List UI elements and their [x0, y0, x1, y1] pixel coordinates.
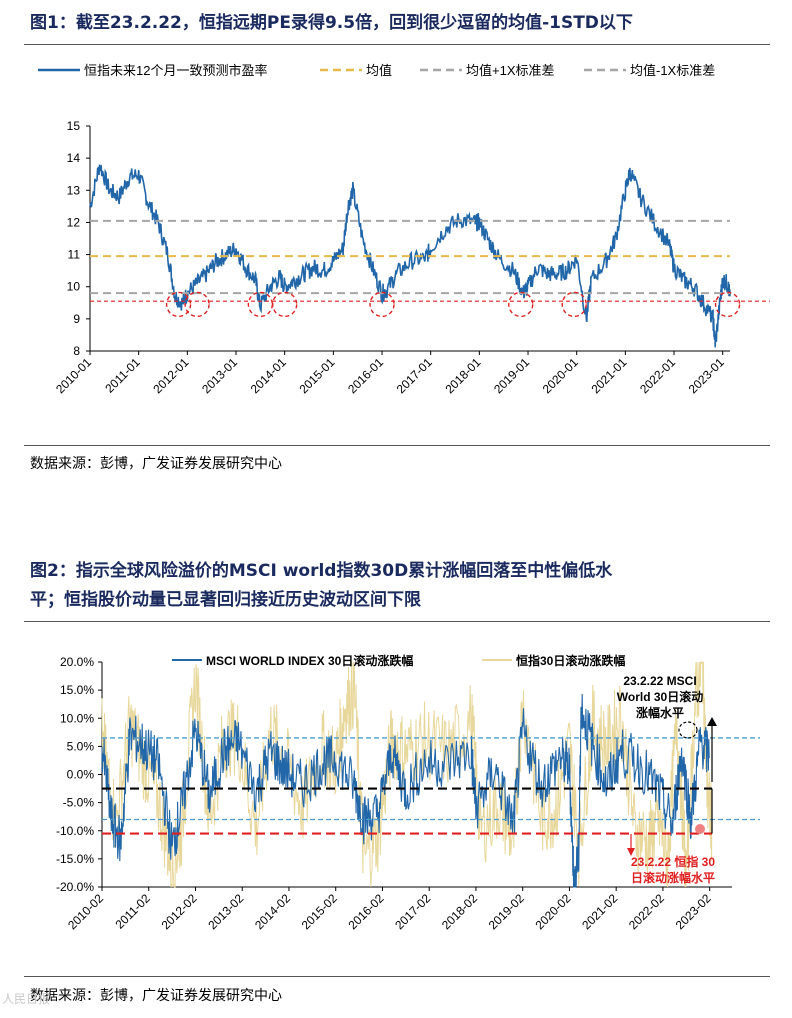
fig1-y-tick-label: 15 — [67, 119, 81, 133]
fig1-x-tick-label: 2010-01 — [53, 355, 94, 396]
fig2-x-tick-label: 2019-02 — [486, 891, 527, 932]
fig2-x-tick-label: 2010-02 — [65, 891, 106, 932]
fig2-legend-label-msci: MSCI WORLD INDEX 30日滚动涨跌幅 — [206, 653, 413, 668]
fig1-x-tick-label: 2015-01 — [296, 355, 337, 396]
fig2-source: 数据来源：彭博，广发证券发展研究中心 — [30, 988, 282, 1004]
fig1-legend-label-series: 恒指未来12个月一致预测市盈率 — [84, 63, 267, 78]
fig1-low-circle — [714, 291, 741, 318]
fig1-chart: 恒指未来12个月一致预测市盈率 均值 均值+1X标准差 均值-1X标准差 8 9 1… — [38, 63, 770, 396]
fig1-source: 数据来源：彭博，广发证券发展研究中心 — [30, 456, 282, 472]
fig2-x-tick-label: 2018-02 — [439, 891, 480, 932]
fig1-y-tick-label: 11 — [68, 248, 81, 262]
fig2-y-tick-label: -15.0% — [56, 852, 94, 866]
fig1-bottom-rule — [24, 445, 770, 446]
fig2-top-rule — [24, 621, 770, 622]
fig1-y-tick-label: 9 — [73, 312, 80, 326]
fig1-legend: 恒指未来12个月一致预测市盈率 均值 均值+1X标准差 均值-1X标准差 — [38, 63, 715, 78]
fig1-low-circle — [271, 291, 298, 318]
fig2-series-msci-line — [101, 693, 710, 888]
annotation-hsi-line2: 日滚动涨幅水平 — [631, 870, 715, 885]
fig2-x-tick-label: 2014-02 — [252, 891, 293, 932]
annotation-msci-arrowhead — [707, 717, 717, 726]
annotation-msci-line1: 23.2.22 MSCI — [623, 674, 696, 688]
fig1-highlight-circles — [165, 291, 741, 318]
fig1-legend-label-minus: 均值-1X标准差 — [630, 63, 715, 78]
fig2-x-tick-label: 2023-02 — [673, 891, 714, 932]
fig1-legend-label-plus: 均值+1X标准差 — [466, 63, 555, 78]
watermark: 人民日报 — [2, 992, 51, 1006]
fig2-annotation-msci: 23.2.22 MSCI World 30日滚动 涨幅水平 — [617, 674, 717, 782]
fig2-bottom-rule — [24, 976, 770, 977]
fig2-x-tick-label: 2020-02 — [533, 891, 574, 932]
annotation-hsi-line1: 23.2.22 恒指 30 — [631, 854, 715, 869]
fig1-y-tick-label: 13 — [67, 183, 81, 197]
annotation-msci-circle — [678, 721, 698, 739]
fig1-series-pe-line — [89, 164, 731, 348]
fig1-x-tick-label: 2018-01 — [442, 355, 483, 396]
fig1-title: 图1：截至23.2.22，恒指远期PE录得9.5倍，回到很少逗留的均值-1STD… — [30, 13, 633, 33]
fig2-y-tick-label: 20.0% — [60, 655, 94, 669]
fig1-y-tick-label: 14 — [67, 151, 81, 165]
fig1-y-tick-label: 10 — [67, 280, 81, 294]
fig1-x-tick-label: 2016-01 — [345, 355, 386, 396]
fig2-chart: 20.0% 15.0% 10.0% 5.0% 0.0% -5.0% -10.0% -15.0%… — [56, 653, 760, 932]
fig1-legend-label-mean: 均值 — [366, 63, 392, 78]
fig2-y-tick-label: 5.0% — [67, 739, 95, 753]
fig1-low-circle — [184, 291, 210, 318]
annotation-hsi-dot — [695, 824, 705, 834]
fig1-x-tick-label: 2012-01 — [150, 355, 191, 396]
fig1-x-tick-label: 2014-01 — [248, 355, 289, 396]
fig1-x-tick-label: 2017-01 — [394, 355, 435, 396]
fig2-x-tick-label: 2016-02 — [346, 891, 387, 932]
fig2-title-line2: 平；恒指股价动量已显著回归接近历史波动区间下限 — [30, 590, 421, 610]
annotation-msci-line3: 涨幅水平 — [636, 705, 684, 720]
fig1-x-tick-label: 2023-01 — [686, 355, 727, 396]
fig1-top-rule — [24, 44, 770, 45]
fig1-x-tick-label: 2013-01 — [199, 355, 240, 396]
fig2-x-tick-label: 2013-02 — [205, 891, 246, 932]
fig2-lines — [101, 661, 760, 888]
fig2-y-tick-label: -5.0% — [63, 796, 95, 810]
annotation-msci-line2: World 30日滚动 — [617, 689, 703, 704]
fig1-x-tick-label: 2020-01 — [540, 355, 581, 396]
annotation-hsi-arrowhead — [627, 848, 635, 856]
fig2-legend-label-hsi: 恒指30日滚动涨跌幅 — [516, 653, 625, 668]
fig1-low-circle — [369, 291, 395, 318]
fig1-low-circle — [165, 291, 192, 318]
fig2-legend: MSCI WORLD INDEX 30日滚动涨跌幅 恒指30日滚动涨跌幅 — [172, 653, 625, 668]
fig1-y-tick-label: 8 — [73, 344, 80, 358]
fig1-x-tick-label: 2022-01 — [637, 355, 678, 396]
fig2-y-tick-label: 0.0% — [67, 768, 95, 782]
fig2-annotation-hsi: 23.2.22 恒指 30 日滚动涨幅水平 — [627, 824, 715, 885]
fig1-x-tick-label: 2021-01 — [588, 355, 629, 396]
fig2-y-tick-label: 15.0% — [60, 683, 94, 697]
fig1-low-circle — [508, 291, 534, 318]
fig2-y-tick-label: 10.0% — [60, 711, 94, 725]
fig1-y-tick-label: 12 — [67, 215, 81, 229]
fig2-x-tick-label: 2022-02 — [626, 891, 667, 932]
fig2-y-tick-label: -10.0% — [56, 824, 94, 838]
fig2-y-tick-label: -20.0% — [56, 880, 94, 894]
fig1-x-tick-label: 2019-01 — [491, 355, 532, 396]
fig1-low-circle — [561, 291, 587, 318]
fig2-title-line1: 图2：指示全球风险溢价的MSCI world指数30D累计涨幅回落至中性偏低水 — [30, 561, 613, 581]
fig2-x-tick-label: 2021-02 — [579, 891, 620, 932]
fig1-axes: 8 9 10 11 12 13 14 15 2010-01 2011-01 2012-01 2013-… — [53, 119, 730, 396]
fig2-x-tick-label: 2017-02 — [392, 891, 433, 932]
fig2-x-tick-label: 2015-02 — [299, 891, 340, 932]
fig2-x-tick-label: 2011-02 — [112, 891, 153, 932]
fig1-x-tick-label: 2011-01 — [102, 355, 143, 396]
fig1-lines — [89, 164, 770, 348]
fig2-x-tick-label: 2012-02 — [159, 891, 200, 932]
